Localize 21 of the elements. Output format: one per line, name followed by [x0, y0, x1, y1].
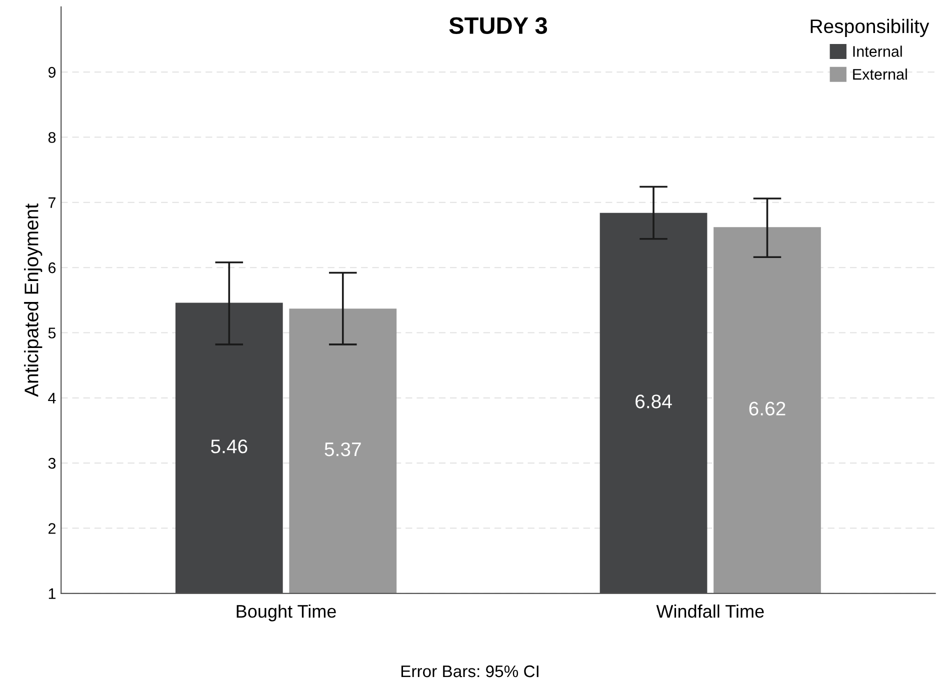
data-label: 5.37 [324, 442, 361, 456]
legend-label: Internal [853, 46, 902, 57]
y-axis-title: Anticipated Enjoyment [24, 204, 42, 397]
legend-label: External [853, 68, 907, 80]
y-tick-label: 4 [48, 392, 56, 404]
x-tick-label: Bought Time [236, 604, 336, 622]
y-tick-label: 2 [48, 523, 56, 534]
y-tick-label: 8 [48, 132, 56, 143]
x-tick-label: Windfall Time [656, 604, 764, 618]
text: Error Bars: 95% CI [401, 665, 538, 678]
y-tick-label: 7 [48, 197, 56, 208]
y-tick-label: 6 [48, 262, 56, 274]
data-label: 6.84 [636, 394, 672, 408]
data-label: 6.62 [749, 402, 786, 416]
y-tick-label: 1 [48, 588, 56, 599]
legend-title: Responsibility [810, 18, 930, 37]
chart-title: STUDY 3 [449, 17, 547, 34]
y-tick-label: 3 [48, 458, 56, 469]
y-tick-label: 5 [48, 328, 56, 338]
data-label: 5.46 [211, 440, 248, 454]
y-tick-label: 9 [48, 66, 56, 78]
